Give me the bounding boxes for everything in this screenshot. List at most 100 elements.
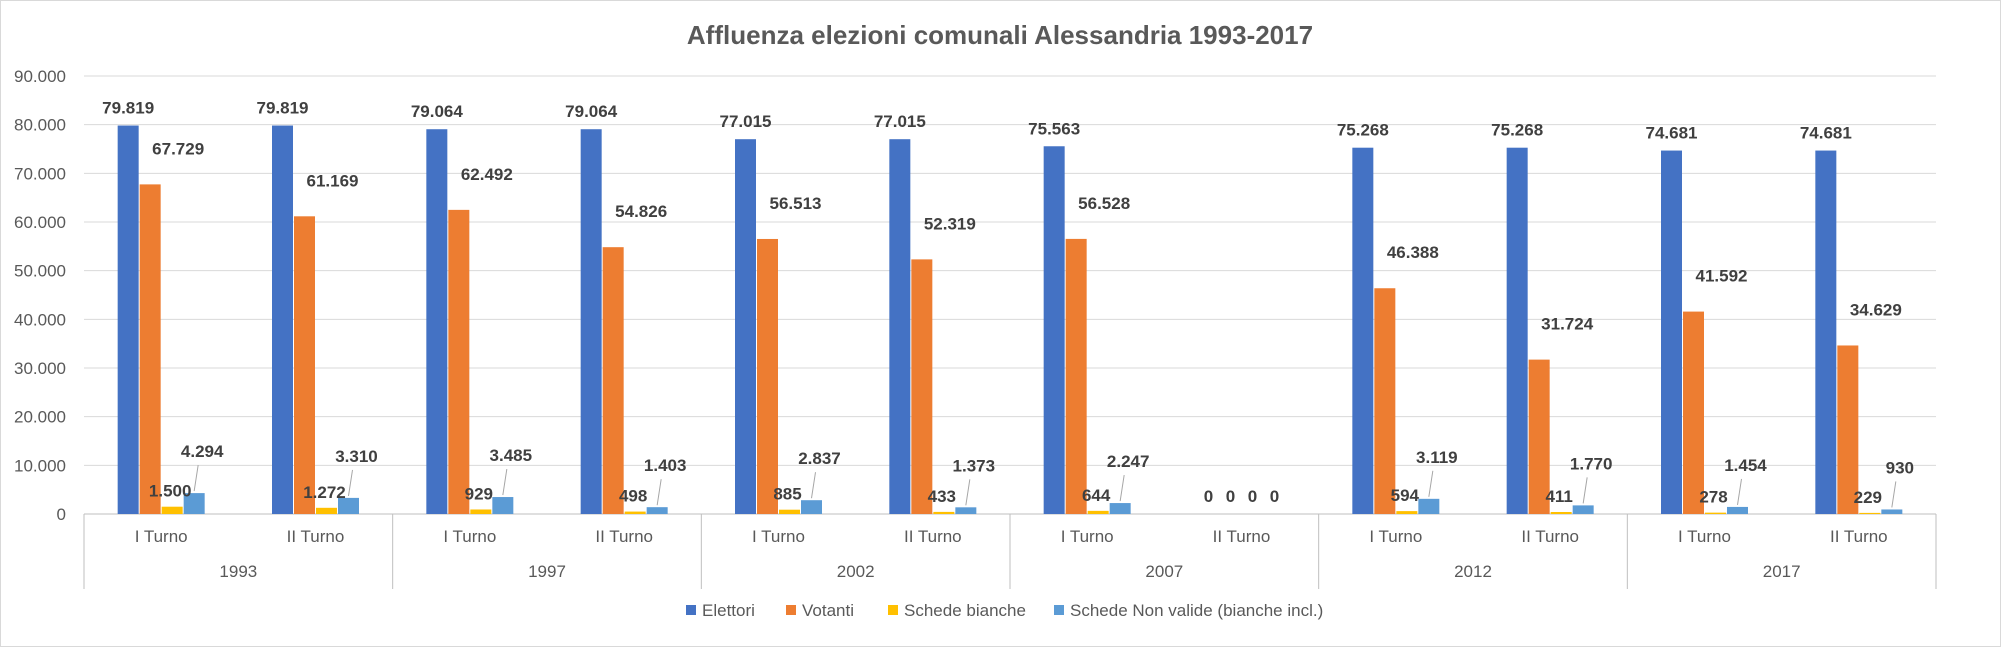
leader-line — [502, 468, 508, 496]
bar — [338, 497, 359, 514]
leader-line — [348, 469, 353, 496]
data-label: 0 — [1270, 487, 1279, 506]
group-label: 1997 — [528, 562, 566, 581]
data-label: 56.513 — [770, 194, 822, 213]
group-label: 2012 — [1454, 562, 1492, 581]
leader-line — [1582, 477, 1588, 504]
legend-swatch — [686, 605, 696, 615]
category-axis: I Turno II Turno 1993 I Turno II Turno 1997 I … — [83, 514, 1937, 589]
data-label: 930 — [1886, 458, 1914, 477]
data-label: 74.681 — [1646, 124, 1698, 143]
bar — [161, 506, 183, 514]
data-label: 34.629 — [1850, 300, 1902, 319]
bar — [1065, 238, 1087, 514]
bar — [779, 509, 800, 514]
bar — [492, 497, 514, 514]
bar — [448, 209, 470, 515]
bar — [1374, 288, 1396, 514]
y-axis: 0 10.000 20.000 30.000 40.000 50.000 60.000 70.… — [14, 67, 66, 524]
legend-label: Schede Non valide (bianche incl.) — [1070, 601, 1323, 620]
bar — [1550, 511, 1572, 514]
category-label: II Turno — [1213, 527, 1271, 546]
bar — [1837, 345, 1859, 514]
y-tick-label: 90.000 — [14, 67, 66, 86]
y-tick-label: 40.000 — [14, 310, 66, 329]
data-label: 75.268 — [1337, 121, 1389, 140]
bar — [1727, 506, 1748, 514]
y-tick-label: 10.000 — [14, 456, 66, 475]
data-label: 0 — [1248, 487, 1257, 506]
bar — [426, 129, 448, 514]
bars — [117, 125, 1903, 515]
category-label: I Turno — [135, 527, 188, 546]
bar — [1418, 498, 1440, 514]
bar — [1705, 512, 1726, 514]
leader-line — [811, 472, 816, 499]
category-label: I Turno — [1061, 527, 1114, 546]
bar — [624, 511, 646, 514]
data-label: 885 — [773, 485, 801, 504]
y-tick-label: 70.000 — [14, 164, 66, 183]
bar — [1815, 150, 1837, 514]
data-label: 1.770 — [1570, 454, 1613, 473]
legend-label: Elettori — [702, 601, 755, 620]
bar — [1859, 512, 1881, 514]
bar — [1043, 146, 1065, 514]
data-label: 46.388 — [1387, 243, 1439, 262]
data-label: 1.500 — [149, 482, 192, 501]
leader-line — [965, 479, 971, 506]
data-label: 67.729 — [152, 139, 204, 158]
leader-line — [193, 465, 199, 492]
category-label: I Turno — [1369, 527, 1422, 546]
bar — [955, 507, 977, 514]
data-label: 929 — [465, 484, 493, 503]
data-label: 278 — [1699, 488, 1727, 507]
category-label: I Turno — [752, 527, 805, 546]
bar — [316, 507, 337, 514]
y-tick-label: 60.000 — [14, 213, 66, 232]
data-label: 79.819 — [102, 99, 154, 118]
data-label: 229 — [1854, 488, 1882, 507]
bar — [580, 129, 602, 514]
y-tick-label: 30.000 — [14, 359, 66, 378]
leader-line — [1428, 470, 1434, 497]
data-label: 0 — [1226, 487, 1235, 506]
data-label: 31.724 — [1541, 315, 1594, 334]
bar — [911, 259, 933, 514]
bar — [470, 509, 492, 514]
chart-title: Affluenza elezioni comunali Alessandria … — [687, 20, 1313, 50]
legend-label: Votanti — [802, 601, 854, 620]
category-label: I Turno — [443, 527, 496, 546]
bar — [735, 139, 756, 514]
data-label: 56.528 — [1078, 194, 1130, 213]
data-label: 498 — [619, 487, 647, 506]
data-label: 2.837 — [798, 449, 841, 468]
data-label: 77.015 — [874, 112, 926, 131]
bar — [1881, 509, 1903, 514]
data-label: 79.064 — [411, 102, 464, 121]
data-label: 2.247 — [1107, 452, 1150, 471]
data-label: 52.319 — [924, 214, 976, 233]
bar — [1109, 503, 1131, 514]
data-label: 1.272 — [303, 483, 346, 502]
bar — [1506, 147, 1528, 514]
bar — [117, 125, 139, 514]
y-tick-label: 0 — [57, 505, 66, 524]
bar — [801, 500, 822, 514]
y-tick-label: 20.000 — [14, 408, 66, 427]
data-label: 79.819 — [257, 99, 309, 118]
data-label: 4.294 — [181, 442, 224, 461]
legend-swatch — [888, 605, 898, 615]
data-label: 75.268 — [1491, 121, 1543, 140]
data-label: 62.492 — [461, 165, 513, 184]
data-label: 1.403 — [644, 456, 687, 475]
data-label: 644 — [1082, 486, 1111, 505]
data-label: 74.681 — [1800, 124, 1852, 143]
category-label: II Turno — [1521, 527, 1579, 546]
legend-swatch — [1054, 605, 1064, 615]
data-label: 75.563 — [1028, 119, 1080, 138]
group-label: 2002 — [837, 562, 875, 581]
category-label: II Turno — [1830, 527, 1888, 546]
legend-swatch — [786, 605, 796, 615]
